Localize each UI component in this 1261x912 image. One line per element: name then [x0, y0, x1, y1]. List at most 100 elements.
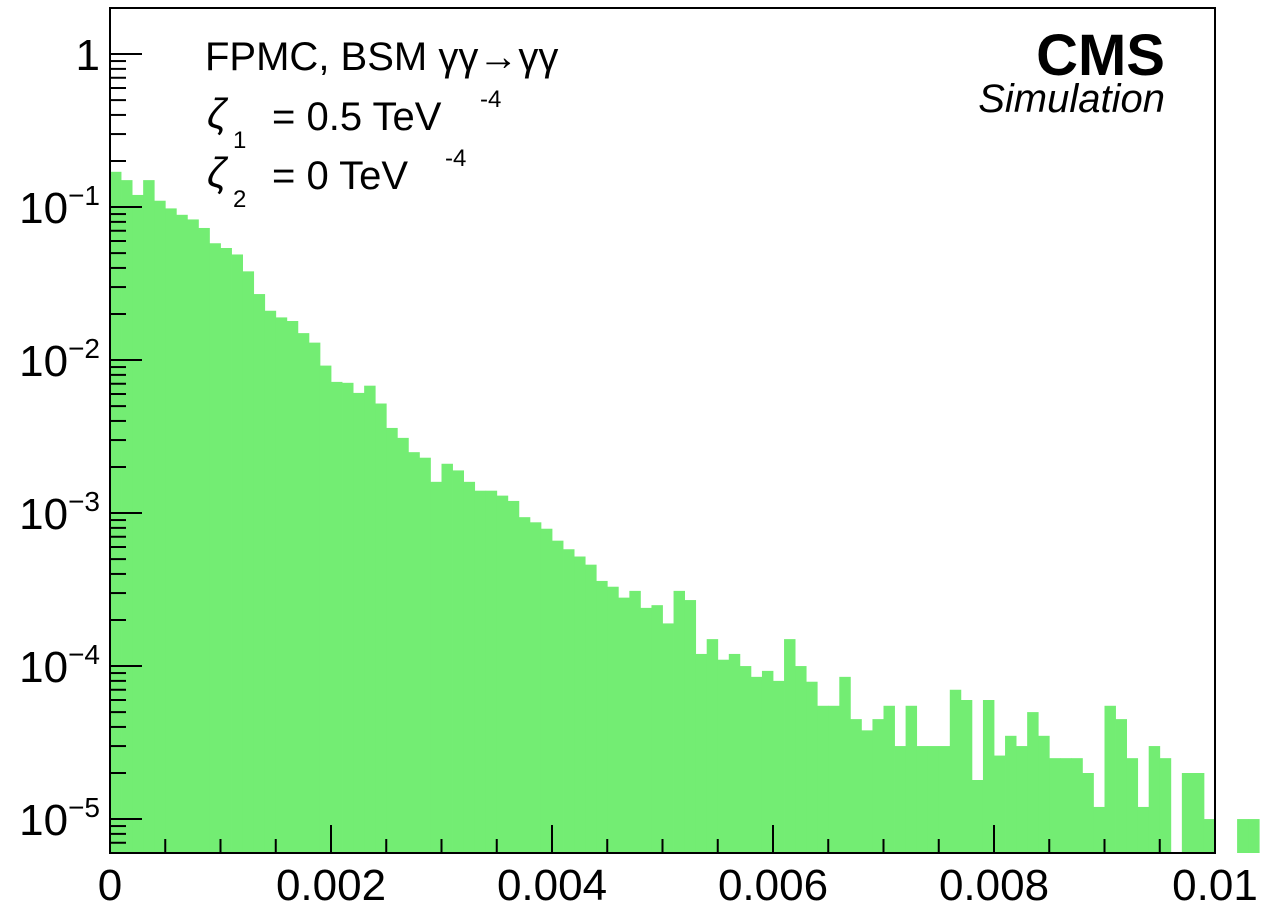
simulation-label: Simulation — [978, 77, 1165, 121]
histogram-bar — [850, 719, 862, 853]
histogram-bar — [563, 549, 575, 853]
histogram-bar — [485, 490, 498, 853]
histogram-bar — [938, 746, 951, 853]
y-tick-label: 1 — [76, 31, 100, 80]
histogram-bar — [673, 590, 685, 853]
histogram-bar — [187, 219, 199, 853]
histogram-bar — [971, 780, 984, 853]
histogram-bar — [872, 719, 884, 853]
x-tick-label: 0.004 — [497, 861, 607, 907]
histogram-bar — [806, 681, 818, 853]
histogram-bar — [308, 342, 321, 853]
histogram-bar — [1104, 705, 1116, 853]
histogram-bar — [253, 294, 266, 853]
histogram-bar — [684, 600, 697, 853]
histogram-bar — [154, 200, 166, 854]
histogram-bar — [817, 705, 829, 853]
histogram-bar — [695, 653, 708, 853]
histogram-bar — [342, 382, 354, 853]
x-axis-ticks — [109, 825, 1216, 853]
histogram-bar — [275, 317, 288, 853]
y-tick-label: 10−1 — [19, 180, 100, 233]
y-axis-tick-labels: 1 10−1 10−2 10−3 10−4 10−5 — [19, 31, 100, 845]
zeta2-subscript: 2 — [233, 186, 246, 213]
histogram-bar — [198, 227, 210, 854]
histogram-bar — [905, 705, 918, 853]
histogram-bar — [331, 381, 343, 853]
histogram-bar — [795, 666, 807, 853]
zeta2-annotation: ζ 2 = 0 TeV -4 — [207, 145, 466, 213]
histogram-bar — [1148, 746, 1161, 853]
histogram-bar — [1071, 758, 1083, 853]
zeta2-value: = 0 TeV — [272, 154, 408, 198]
histogram-bar — [773, 680, 785, 853]
histogram-bars — [110, 171, 1260, 854]
histogram-bar — [408, 452, 420, 853]
x-tick-label: 0.01 — [1172, 861, 1258, 907]
histogram-bar — [121, 180, 133, 853]
histogram-bar — [916, 746, 929, 853]
histogram-bar — [1237, 819, 1249, 853]
x-axis-tick-labels: 0 0.002 0.004 0.006 0.008 0.01 — [98, 861, 1258, 910]
histogram-bar — [552, 540, 564, 853]
x-tick-label: 0.006 — [718, 861, 828, 907]
histogram-bar — [375, 403, 387, 853]
y-tick-label: 10−3 — [19, 486, 100, 539]
histogram-bar — [1159, 758, 1172, 853]
histogram-bar — [474, 490, 487, 853]
histogram-bar — [960, 700, 973, 853]
histogram-bar — [1016, 746, 1028, 853]
histogram-bar — [397, 437, 409, 853]
histogram-bar — [452, 470, 464, 853]
histogram-bar — [761, 670, 774, 853]
histogram-bar — [949, 689, 962, 853]
histogram-bar — [430, 481, 442, 853]
histogram-bar — [784, 639, 796, 853]
histogram-bar — [574, 556, 586, 853]
histogram-bar — [209, 243, 221, 853]
histogram-bar — [651, 605, 663, 853]
cms-logo-text: CMS — [1036, 23, 1165, 88]
histogram-bar — [1082, 773, 1094, 853]
histogram-bar — [386, 427, 398, 853]
histogram-bar — [1203, 819, 1216, 853]
histogram-bar — [242, 271, 255, 854]
histogram-bar — [540, 528, 553, 853]
histogram-bar — [220, 248, 232, 853]
histogram-bar — [1005, 735, 1017, 853]
histogram-bar — [717, 659, 730, 853]
histogram-bar — [1248, 819, 1260, 853]
histogram-bar — [143, 180, 155, 853]
histogram-bar — [176, 214, 188, 854]
histogram-bar — [982, 700, 995, 853]
zeta1-symbol: ζ — [207, 90, 229, 137]
y-tick-label: 10−4 — [19, 639, 100, 692]
histogram-bar — [353, 392, 365, 853]
zeta2-exponent: -4 — [445, 145, 466, 172]
histogram-bar — [585, 564, 597, 853]
histogram-bar — [1027, 712, 1039, 853]
histogram-bar — [1093, 806, 1105, 853]
histogram-bar — [441, 463, 453, 853]
histogram-bar — [1060, 758, 1072, 853]
histogram-bar — [728, 653, 741, 853]
histogram-bar — [529, 522, 542, 853]
histogram-bar — [1115, 719, 1127, 853]
zeta1-subscript: 1 — [233, 127, 246, 154]
histogram-bar — [231, 254, 243, 853]
y-tick-label: 10−5 — [19, 792, 100, 845]
histogram-bar — [496, 495, 509, 853]
histogram-bar — [1137, 806, 1150, 853]
histogram-bar — [618, 597, 630, 853]
histogram-bar — [927, 746, 940, 853]
histogram-bar — [364, 385, 376, 853]
histogram-bar — [319, 365, 332, 853]
histogram-bar — [132, 194, 144, 853]
histogram-bar — [861, 730, 873, 853]
histogram-bar — [828, 705, 840, 853]
y-tick-label: 10−2 — [19, 333, 100, 386]
histogram-bar — [894, 746, 906, 853]
histogram-bar — [518, 517, 531, 853]
zeta1-exponent: -4 — [480, 86, 501, 113]
